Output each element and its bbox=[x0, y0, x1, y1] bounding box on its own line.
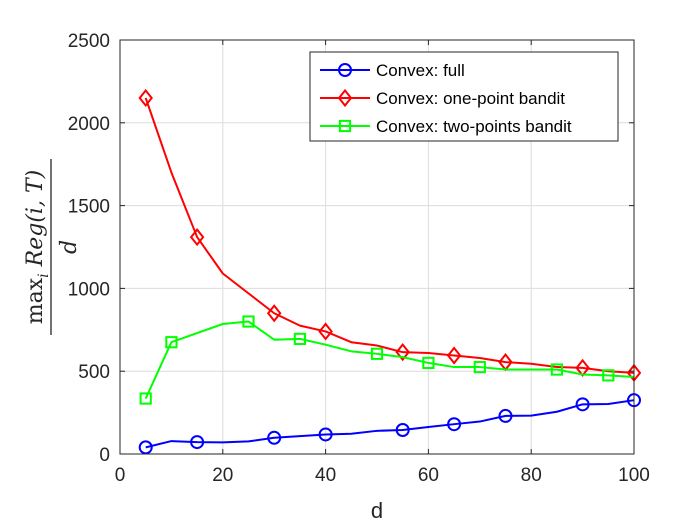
legend-entry: Convex: one-point bandit bbox=[320, 88, 565, 108]
legend-marker bbox=[338, 119, 352, 133]
x-tick-label: 60 bbox=[418, 465, 439, 486]
data-point bbox=[165, 336, 178, 349]
data-point bbox=[266, 304, 282, 323]
legend-label: Convex: full bbox=[376, 61, 465, 80]
legend-label: Convex: two-points bandit bbox=[376, 117, 572, 136]
data-point bbox=[190, 435, 205, 450]
data-point bbox=[189, 227, 205, 247]
data-point bbox=[447, 417, 462, 432]
y-tick-label: 1500 bbox=[68, 197, 110, 218]
legend-entry: Convex: two-points bandit bbox=[320, 117, 572, 136]
legend: Convex: full Convex: one-point bandit Conv… bbox=[309, 51, 619, 142]
legend-entry: Convex: full bbox=[320, 61, 465, 80]
data-point bbox=[473, 360, 486, 374]
data-point bbox=[446, 346, 462, 365]
data-point bbox=[318, 427, 333, 442]
y-tick-label: 1000 bbox=[68, 279, 110, 300]
data-point bbox=[318, 322, 333, 341]
data-point bbox=[138, 440, 153, 455]
series-1 bbox=[138, 393, 641, 455]
y-axis-title-subscript: i bbox=[36, 273, 52, 277]
data-point bbox=[138, 88, 153, 108]
data-point bbox=[422, 356, 435, 370]
x-axis-title: d bbox=[371, 498, 383, 523]
legend-label: Convex: one-point bandit bbox=[376, 89, 565, 108]
series-line bbox=[145, 399, 635, 449]
data-point bbox=[370, 347, 384, 360]
data-point bbox=[395, 343, 410, 362]
data-point bbox=[550, 363, 563, 376]
x-tick-label: 40 bbox=[315, 465, 336, 486]
x-tick-label: 100 bbox=[618, 465, 650, 486]
legend-marker bbox=[337, 88, 353, 108]
data-point bbox=[267, 430, 282, 445]
data-point bbox=[498, 408, 513, 423]
x-tick-label: 20 bbox=[212, 465, 233, 486]
series-3 bbox=[139, 315, 635, 405]
x-tick-label: 0 bbox=[115, 465, 126, 486]
series-group bbox=[138, 88, 642, 455]
data-point bbox=[575, 397, 590, 412]
y-tick-label: 500 bbox=[78, 362, 110, 383]
data-point bbox=[242, 315, 255, 328]
y-tick-label: 2000 bbox=[68, 114, 110, 135]
data-point bbox=[395, 422, 410, 437]
y-tick-label: 0 bbox=[99, 445, 110, 466]
plot-frame bbox=[119, 39, 635, 455]
y-axis-title-numerator: maxi Reg(i, T) bbox=[23, 170, 52, 324]
y-axis-title: maxi Reg(i, T) d bbox=[23, 159, 82, 335]
y-tick-label: 2500 bbox=[68, 31, 110, 52]
x-tick-label: 80 bbox=[521, 465, 542, 486]
y-axis-title-denominator: d bbox=[57, 240, 82, 254]
y-axis-title-max: max bbox=[23, 277, 48, 324]
y-axis-title-expression: Reg(i, T) bbox=[23, 170, 48, 268]
legend-marker bbox=[338, 63, 352, 77]
data-point bbox=[139, 392, 152, 405]
data-point bbox=[602, 369, 615, 382]
data-point bbox=[293, 332, 306, 346]
